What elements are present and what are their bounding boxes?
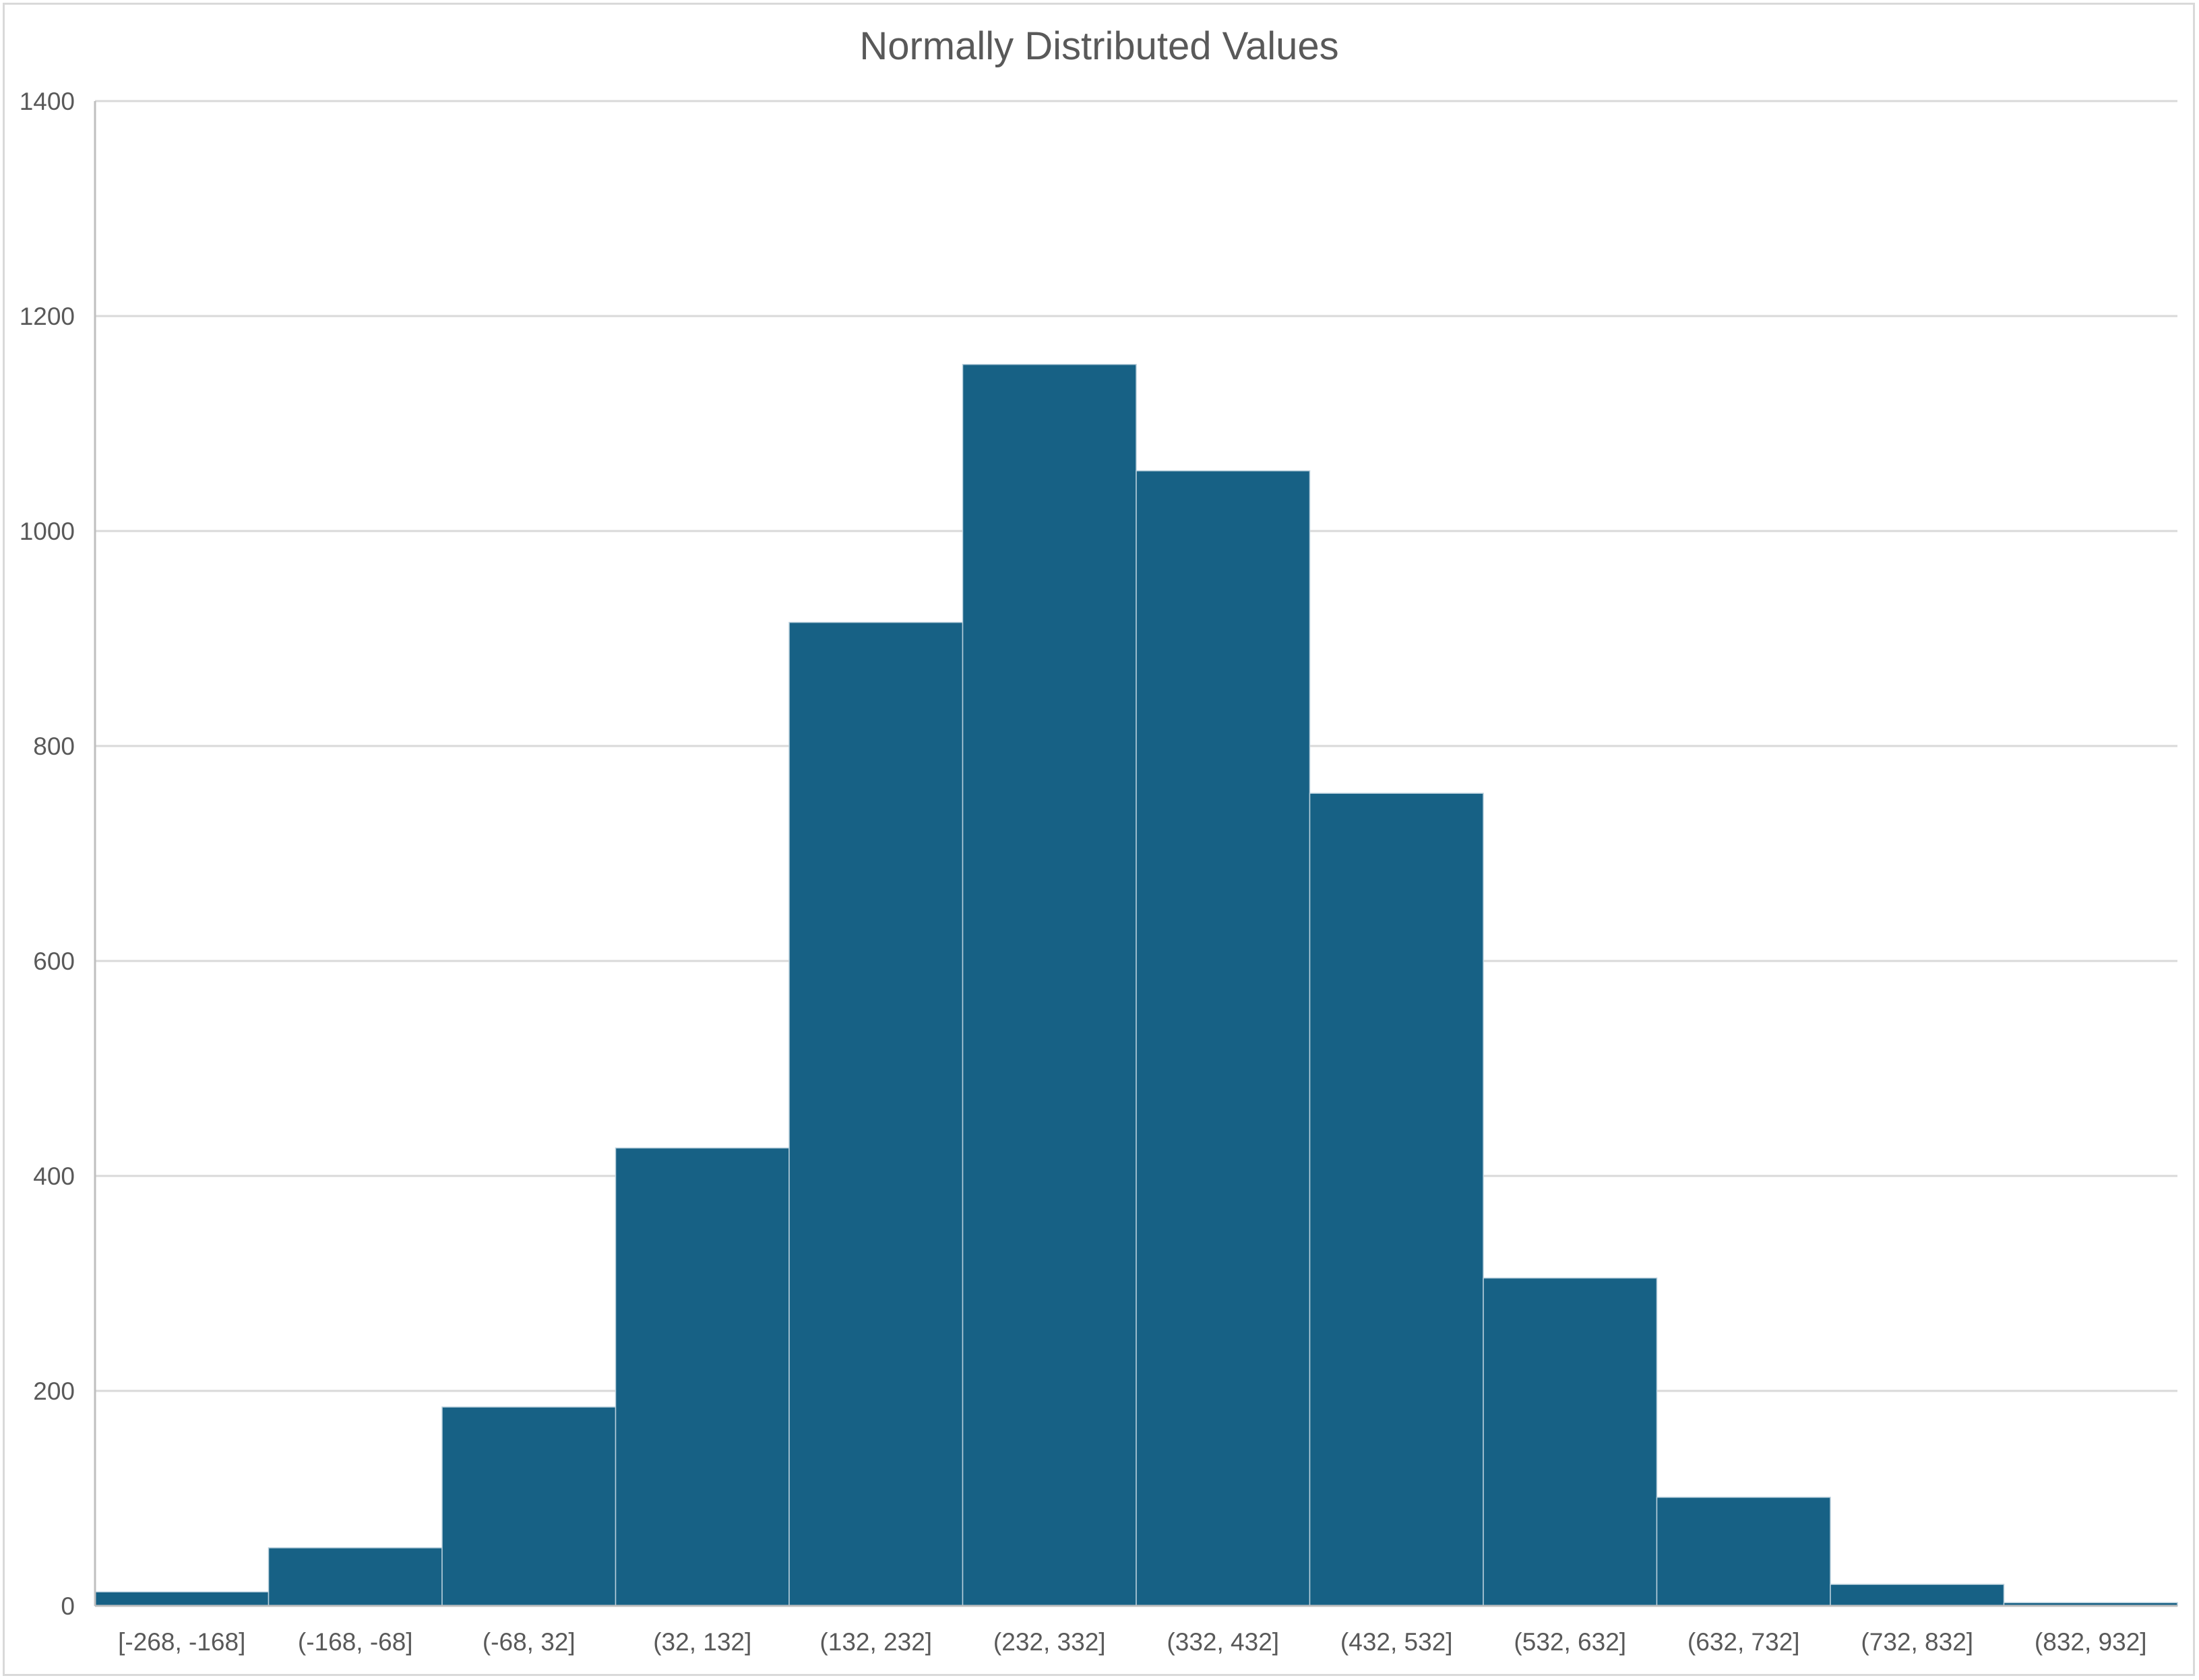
- x-tick-label: (32, 132]: [653, 1628, 751, 1656]
- histogram-bar: [1656, 1497, 1831, 1607]
- histogram-bar: [1309, 792, 1484, 1607]
- histogram-bar: [268, 1547, 443, 1607]
- x-tick-label: (332, 432]: [1167, 1628, 1279, 1656]
- histogram-bar: [1136, 470, 1311, 1607]
- histogram-bar: [1483, 1277, 1658, 1607]
- histogram-bar: [962, 364, 1137, 1607]
- axes: [94, 101, 2177, 1607]
- x-tick-label: (632, 732]: [1687, 1628, 1800, 1656]
- y-tick-label: 1000: [20, 518, 75, 545]
- x-tick-label: (-68, 32]: [483, 1628, 576, 1656]
- x-tick-label: (832, 932]: [2035, 1628, 2147, 1656]
- y-tick-label: 600: [33, 947, 75, 975]
- x-tick-label: (732, 832]: [1861, 1628, 1973, 1656]
- y-tick-label: 0: [61, 1592, 75, 1620]
- histogram-bar: [788, 621, 964, 1607]
- x-axis-tick-labels: [-268, -168] (-168, -68] (-68, 32] (32, 132…: [118, 1628, 2146, 1656]
- histogram-bar: [94, 1591, 270, 1607]
- chart-title: Normally Distributed Values: [859, 24, 1338, 68]
- bars: [94, 364, 2178, 1607]
- y-tick-label: 1400: [20, 88, 75, 115]
- x-tick-label: (132, 232]: [819, 1628, 932, 1656]
- x-tick-label: [-268, -168]: [118, 1628, 245, 1656]
- x-tick-label: (-168, -68]: [298, 1628, 413, 1656]
- x-tick-label: (432, 532]: [1340, 1628, 1453, 1656]
- y-tick-label: 1200: [20, 303, 75, 330]
- y-tick-label: 800: [33, 733, 75, 760]
- y-tick-label: 200: [33, 1377, 75, 1405]
- histogram-bar: [1830, 1584, 2005, 1607]
- y-tick-label: 400: [33, 1162, 75, 1190]
- histogram-bar: [441, 1406, 617, 1607]
- x-tick-label: (532, 632]: [1514, 1628, 1626, 1656]
- y-axis-tick-labels: 0 200 400 600 800 1000 1200 1400: [20, 88, 75, 1620]
- histogram-bar: [615, 1147, 790, 1607]
- x-tick-label: (232, 332]: [993, 1628, 1106, 1656]
